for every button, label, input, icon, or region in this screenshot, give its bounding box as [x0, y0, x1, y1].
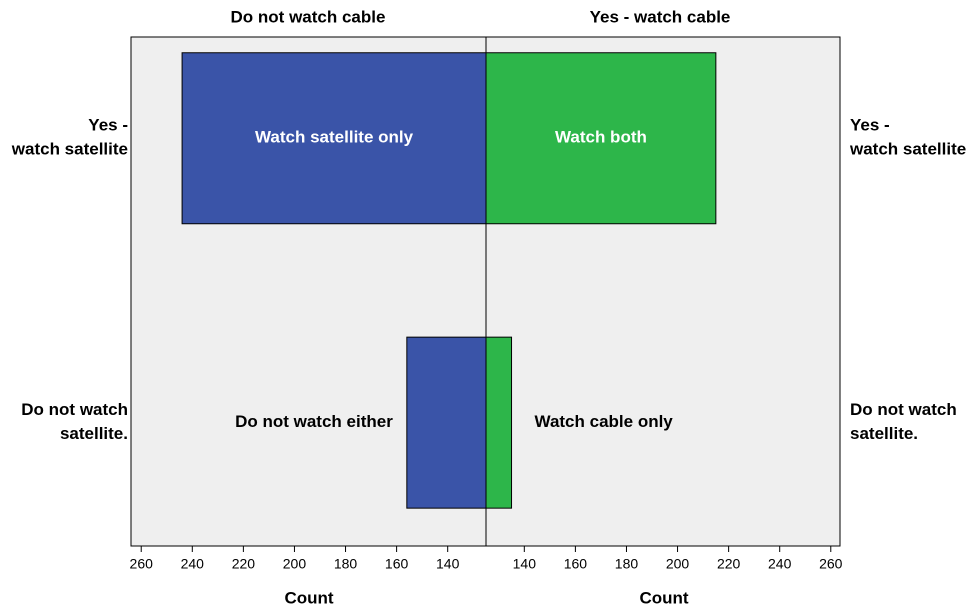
x-tick-label: 160 — [385, 556, 409, 572]
x-tick-label: 240 — [181, 556, 205, 572]
row-label: watch satellite — [11, 140, 128, 159]
x-tick-label: 260 — [130, 556, 154, 572]
bar-label: Watch satellite only — [255, 128, 414, 147]
x-tick-label: 240 — [768, 556, 792, 572]
bar — [485, 336, 513, 509]
x-tick-label: 200 — [283, 556, 307, 572]
bar — [406, 336, 487, 509]
panel-title: Yes - watch cable — [590, 7, 731, 26]
x-tick-label: 200 — [666, 556, 690, 572]
x-axis-label: Count — [639, 588, 688, 607]
bar-label: Watch both — [555, 128, 647, 147]
row-label: Do not watch — [21, 400, 128, 419]
x-tick-label: 220 — [717, 556, 741, 572]
x-tick-label: 220 — [232, 556, 256, 572]
bar — [181, 52, 487, 225]
bar — [485, 52, 717, 225]
x-tick-label: 140 — [436, 556, 460, 572]
row-label: satellite. — [60, 424, 128, 443]
panel-title: Do not watch cable — [231, 7, 386, 26]
x-tick-label: 260 — [819, 556, 843, 572]
row-label: watch satellite — [849, 140, 966, 159]
x-tick-label: 160 — [564, 556, 588, 572]
bar-label: Watch cable only — [535, 412, 674, 431]
row-label: satellite. — [850, 424, 918, 443]
x-tick-label: 180 — [334, 556, 358, 572]
bar-label: Do not watch either — [235, 412, 393, 431]
row-label: Yes - — [850, 116, 890, 135]
x-tick-label: 140 — [513, 556, 537, 572]
x-tick-label: 180 — [615, 556, 639, 572]
row-label: Do not watch — [850, 400, 957, 419]
x-axis-label: Count — [284, 588, 333, 607]
row-label: Yes - — [88, 116, 128, 135]
